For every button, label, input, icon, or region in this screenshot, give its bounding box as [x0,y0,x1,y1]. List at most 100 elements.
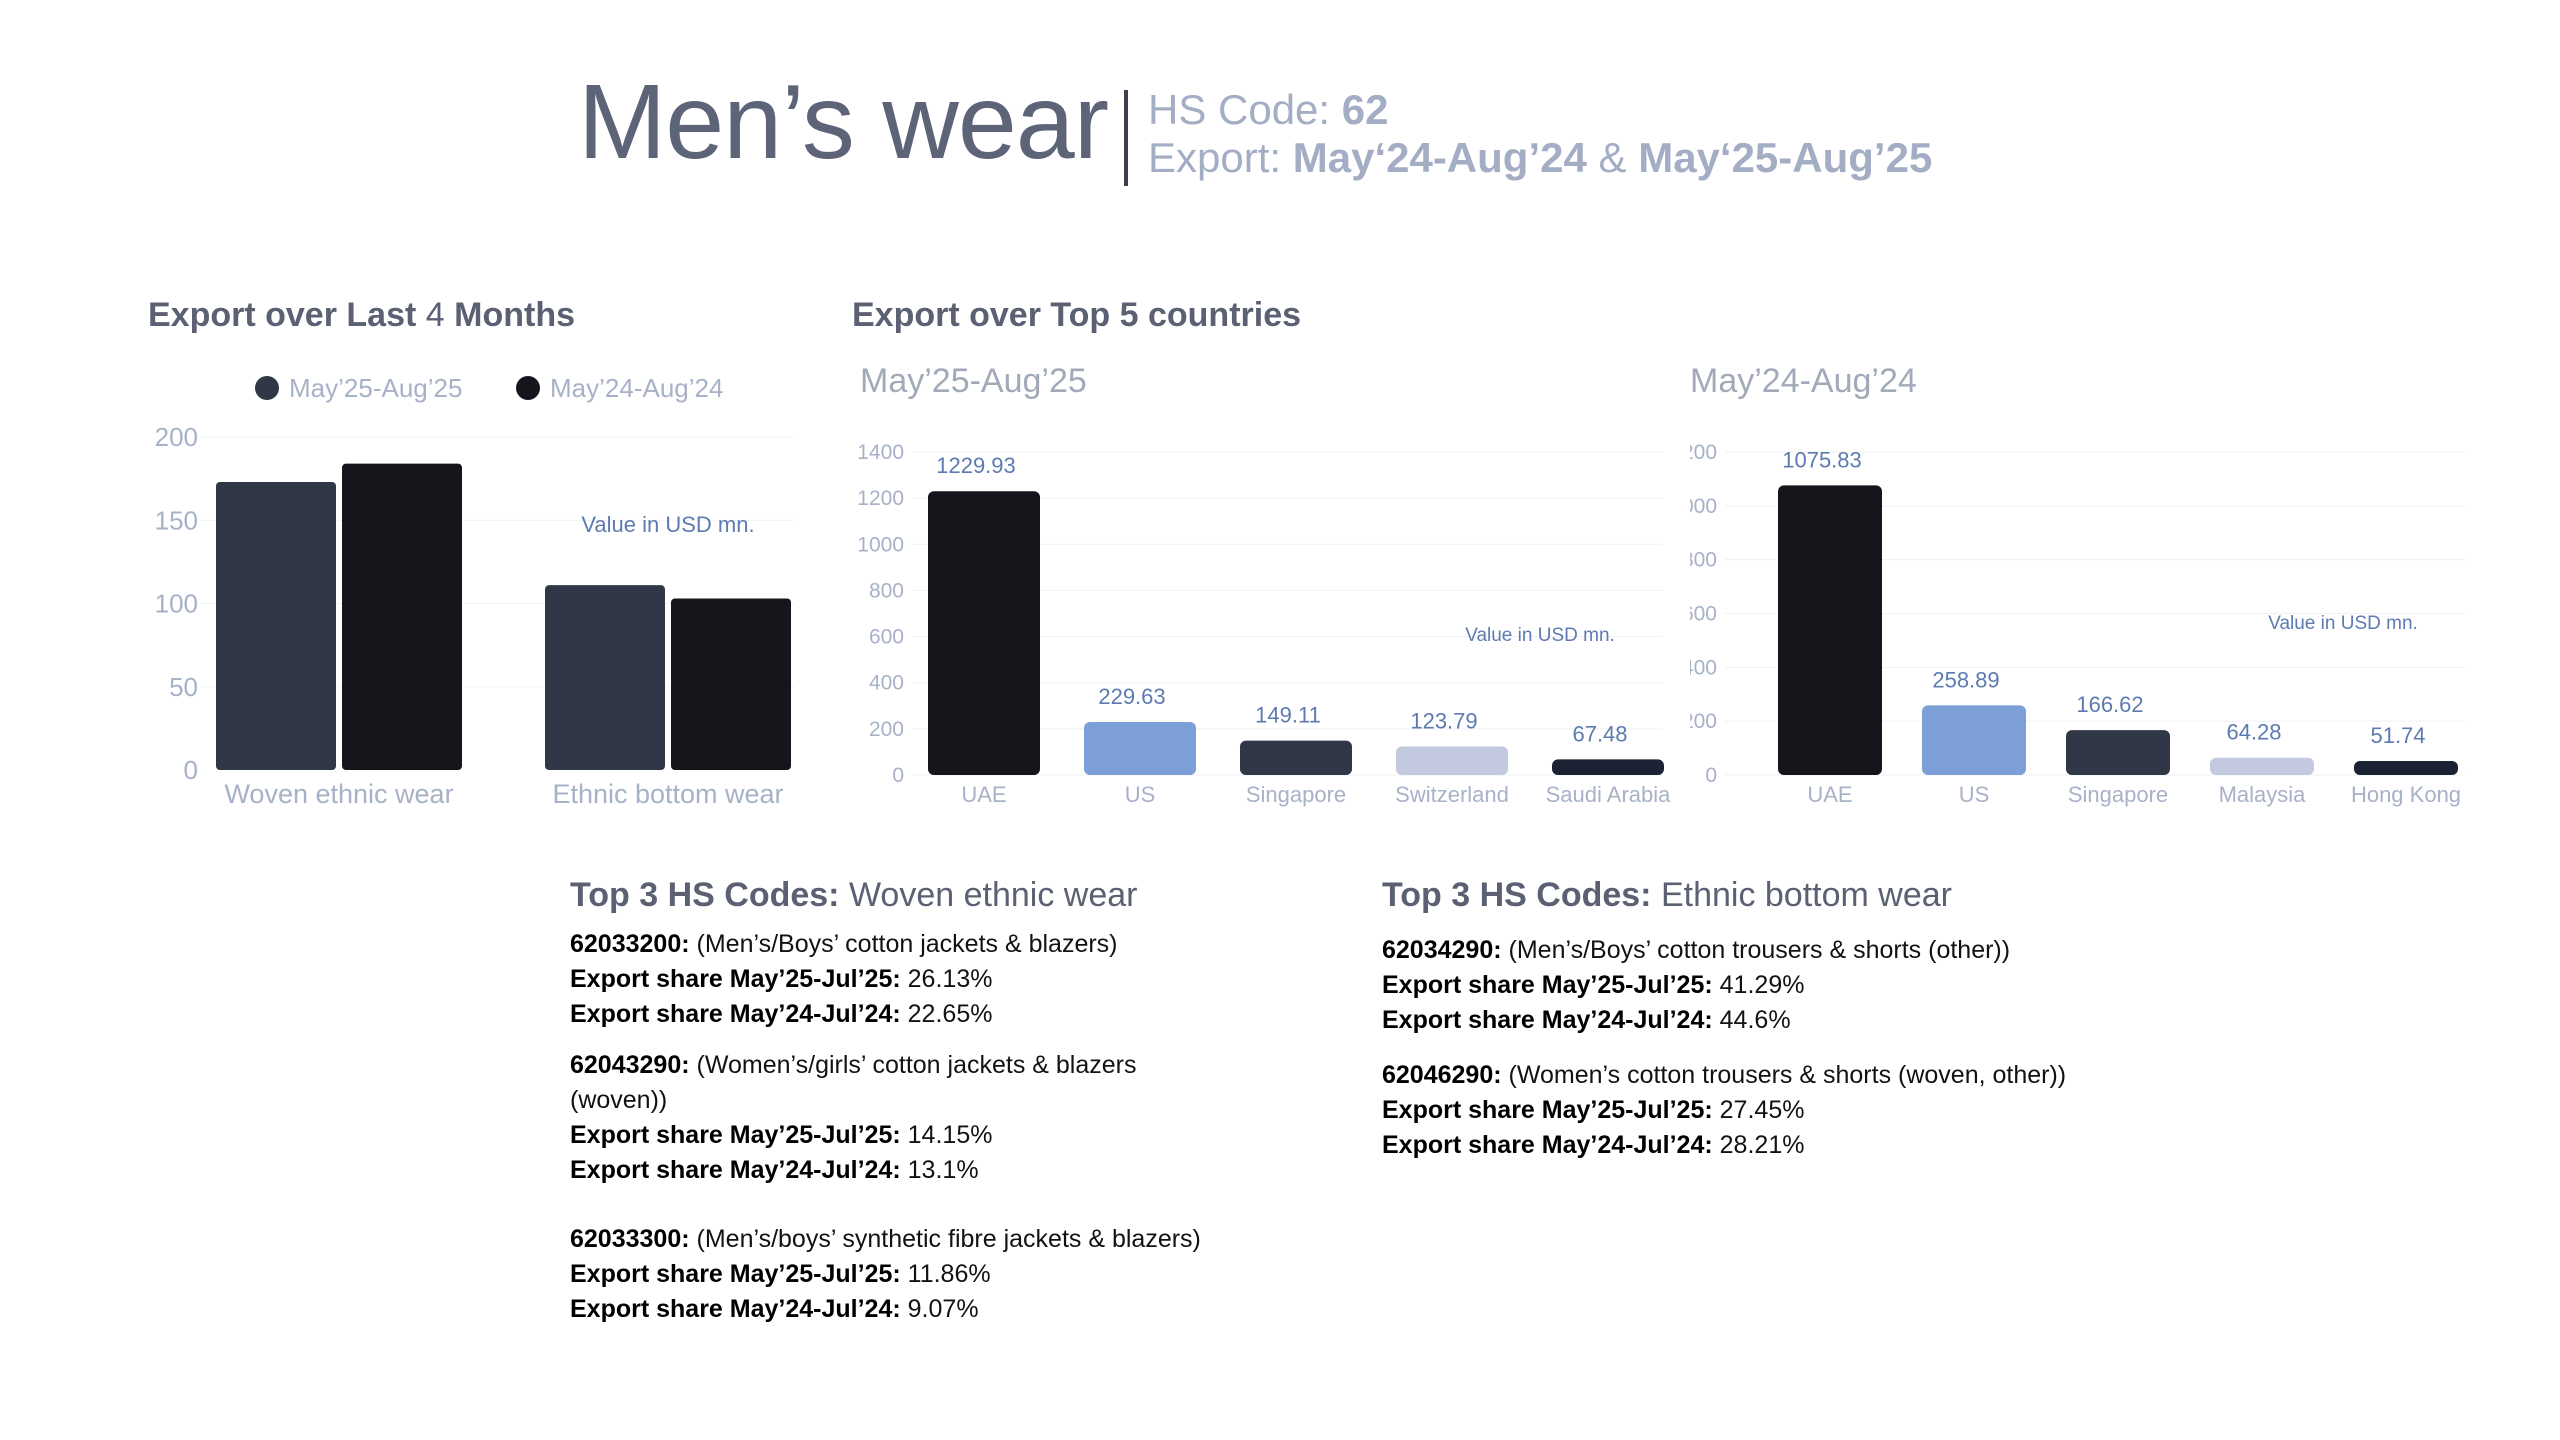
export-share-2024: Export share May’24-Jul’24: 13.1% [570,1153,1230,1188]
hs-woven-head-bold: Top 3 HS Codes: [570,876,840,914]
y-tick-label: 800 [869,579,904,602]
y-tick-label: 600 [1690,603,1717,626]
y-tick-label: 800 [1690,549,1717,572]
value-unit-note: Value in USD mn. [581,512,754,537]
bar [545,585,665,770]
share-value: 11.86% [907,1260,991,1288]
y-tick-label: 100 [155,589,198,619]
last4-title-pre: Export over Last [148,296,417,334]
data-label: 67.48 [1572,721,1627,746]
legend-marker [255,376,279,400]
export-share-2025: Export share May’25-Jul’25: 41.29% [1382,968,2082,1003]
hs-code-number: 62033200: [570,930,690,958]
y-tick-label: 150 [155,505,198,535]
header-meta: HS Code: 62 Export: May‘24-Aug’24 & May‘… [1148,86,1932,182]
period-b: May‘25-Aug’25 [1638,134,1933,181]
hs-woven-head-rest: Woven ethnic wear [848,876,1138,914]
last4-section-title: Export over Last 4 Months [148,296,575,335]
data-label: 51.74 [2370,723,2425,748]
value-unit-note: Value in USD mn. [1465,625,1615,646]
x-tick-label: UAE [1807,782,1852,807]
bar [2354,761,2458,775]
export-share-2025: Export share May’25-Jul’25: 11.86% [570,1257,1230,1292]
legend-label: May’24-Aug’24 [550,373,723,403]
subtitle-2024: May’24-Aug’24 [1690,362,1917,400]
share-label: Export share May’24-Jul’24: [570,1295,901,1323]
hs-code-item: 62043290: (Women’s/girls’ cotton jackets… [570,1048,1230,1188]
share-label: Export share May’25-Jul’25: [570,1260,901,1288]
hs-code-number: 62046290: [1382,1061,1502,1089]
hs-woven-panel: Top 3 HS Codes: Woven ethnic wear 620332… [570,878,1230,1327]
y-tick-label: 1400 [857,441,904,464]
chart-top5-2025: 0 200 400 600 800 1000 1200 1400 1229.93 UAE 229.6… [857,441,1671,807]
bar [1922,705,2026,775]
last4-title-post: Months [454,296,575,334]
export-share-2024: Export share May’24-Jul’24: 22.65% [570,997,1230,1032]
y-tick-label: 1200 [857,487,904,510]
title-divider [1124,90,1128,186]
page-title: Men’s wear [578,63,1109,181]
hs-bottom-head-bold: Top 3 HS Codes: [1382,876,1652,914]
y-tick-label: 200 [869,718,904,741]
hs-bottom-heading: Top 3 HS Codes: Ethnic bottom wear [1382,878,2082,913]
hs-code-number: 62033300: [570,1225,690,1253]
share-label: Export share May’25-Jul’25: [570,1121,901,1149]
hs-code-desc: (Women’s/girls’ cotton jackets & blazers… [570,1051,1137,1114]
share-value: 27.45% [1719,1096,1805,1124]
data-label: 229.63 [1098,684,1165,709]
hs-code-line: 62033200: (Men’s/Boys’ cotton jackets & … [570,927,1230,962]
x-tick-label: Malaysia [2219,782,2307,807]
data-label: 1075.83 [1782,447,1862,472]
hs-woven-heading: Top 3 HS Codes: Woven ethnic wear [570,878,1230,913]
legend-marker [516,376,540,400]
share-value: 14.15% [907,1121,993,1149]
hs-bottom-head-rest: Ethnic bottom wear [1660,876,1952,914]
share-label: Export share May’24-Jul’24: [1382,1131,1713,1159]
y-tick-label: 1000 [1690,495,1717,518]
data-label: 149.11 [1255,703,1321,728]
share-label: Export share May’24-Jul’24: [1382,1006,1713,1034]
hs-code-value: 62 [1341,86,1389,133]
share-value: 9.07% [907,1295,979,1323]
share-value: 26.13% [907,965,993,993]
share-value: 22.65% [907,1000,993,1028]
last4-title-num: 4 [425,296,445,334]
bar [216,481,336,770]
bar [1396,746,1508,775]
bar [1084,722,1196,775]
hs-code-line: HS Code: 62 [1148,86,1932,134]
x-tick-label: Woven ethnic wear [224,779,453,809]
share-label: Export share May’24-Jul’24: [570,1000,901,1028]
share-label: Export share May’25-Jul’25: [570,965,901,993]
share-value: 28.21% [1719,1131,1805,1159]
hs-code-item: 62046290: (Women’s cotton trousers & sho… [1382,1058,2082,1163]
hs-bottom-list: 62034290: (Men’s/Boys’ cotton trousers &… [1382,933,2082,1163]
hs-code-desc: (Men’s/Boys’ cotton jackets & blazers) [696,930,1118,958]
y-tick-label: 1200 [1690,441,1717,464]
export-share-2025: Export share May’25-Jul’25: 14.15% [570,1118,1230,1153]
export-period-line: Export: May‘24-Aug’24 & May‘25-Aug’25 [1148,134,1932,182]
y-tick-label: 0 [892,764,904,787]
y-tick-label: 400 [869,672,904,695]
hs-code-desc: (Women’s cotton trousers & shorts (woven… [1508,1061,2067,1089]
bar [671,598,791,770]
y-tick-label: 400 [1690,656,1717,679]
data-label: 258.89 [1932,667,1999,692]
export-share-2024: Export share May’24-Jul’24: 44.6% [1382,1003,2082,1038]
bar [1240,740,1352,775]
y-tick-label: 200 [1690,710,1717,733]
hs-code-item: 62033300: (Men’s/boys’ synthetic fibre j… [570,1222,1230,1327]
data-label: 166.62 [2076,692,2143,717]
x-tick-label: Switzerland [1395,782,1509,807]
share-value: 44.6% [1719,1006,1791,1034]
y-tick-label: 0 [1705,764,1717,787]
share-value: 13.1% [907,1156,979,1184]
x-tick-label: Singapore [2068,782,2168,807]
hs-code-line: 62034290: (Men’s/Boys’ cotton trousers &… [1382,933,2082,968]
chart-last4-months: 0 50 100 150 200 May’25-Aug’25 May’24-Aug’24 Wo… [155,373,795,809]
bar [1778,485,1882,775]
x-tick-label: Hong Kong [2351,782,2461,807]
value-unit-note: Value in USD mn. [2268,613,2418,634]
y-tick-label: 200 [155,422,198,452]
bar [928,491,1040,775]
